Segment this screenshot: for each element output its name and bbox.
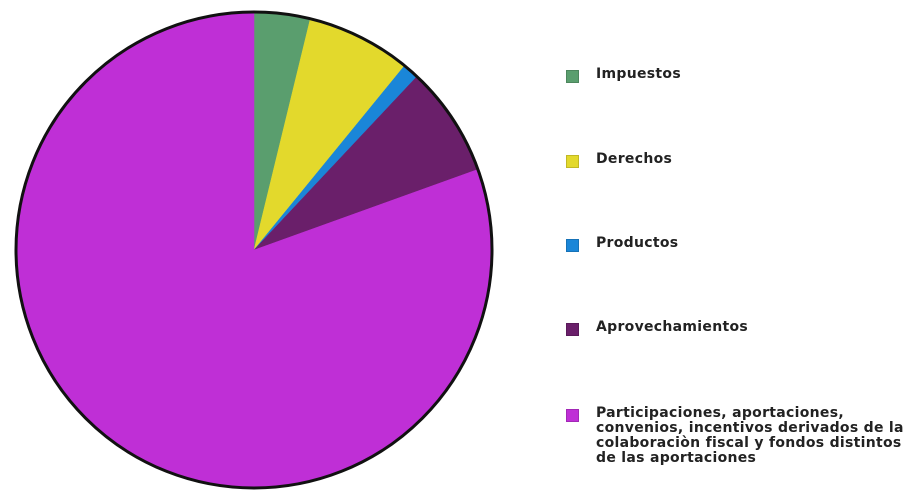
legend-swatch-participaciones xyxy=(566,409,579,422)
legend-swatch-productos xyxy=(566,239,579,252)
legend-label-impuestos: Impuestos xyxy=(596,66,681,82)
legend-label-participaciones: Participaciones, aportaciones, convenios… xyxy=(596,405,904,466)
legend-label-aprovechamientos: Aprovechamientos xyxy=(596,319,749,335)
legend-swatch-derechos xyxy=(566,155,579,168)
legend-swatch-aprovechamientos xyxy=(566,323,579,336)
legend-item-participaciones: Participaciones, aportaciones, convenios… xyxy=(566,406,916,466)
legend-item-derechos: Derechos xyxy=(566,152,916,168)
legend-swatch-impuestos xyxy=(566,70,579,83)
legend-item-productos: Productos xyxy=(566,236,916,252)
legend-label-derechos: Derechos xyxy=(596,151,673,167)
pie-slices xyxy=(15,11,493,489)
legend: Impuestos Derechos Productos Aprovechami… xyxy=(566,0,916,494)
pie-outline xyxy=(14,10,494,490)
legend-item-impuestos: Impuestos xyxy=(566,67,916,83)
legend-item-aprovechamientos: Aprovechamientos xyxy=(566,320,916,336)
legend-label-productos: Productos xyxy=(596,235,679,251)
